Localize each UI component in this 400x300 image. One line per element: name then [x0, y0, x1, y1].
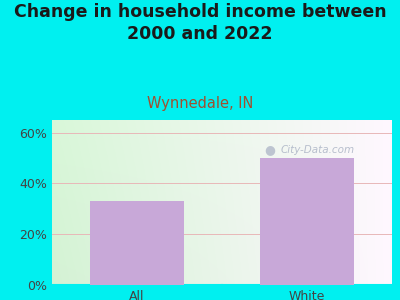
Text: ●: ●: [264, 143, 275, 156]
Text: Wynnedale, IN: Wynnedale, IN: [147, 96, 253, 111]
Bar: [260, 158, 354, 285]
Bar: [90, 201, 184, 285]
Text: City-Data.com: City-Data.com: [280, 145, 354, 155]
Text: Change in household income between
2000 and 2022: Change in household income between 2000 …: [14, 3, 386, 43]
